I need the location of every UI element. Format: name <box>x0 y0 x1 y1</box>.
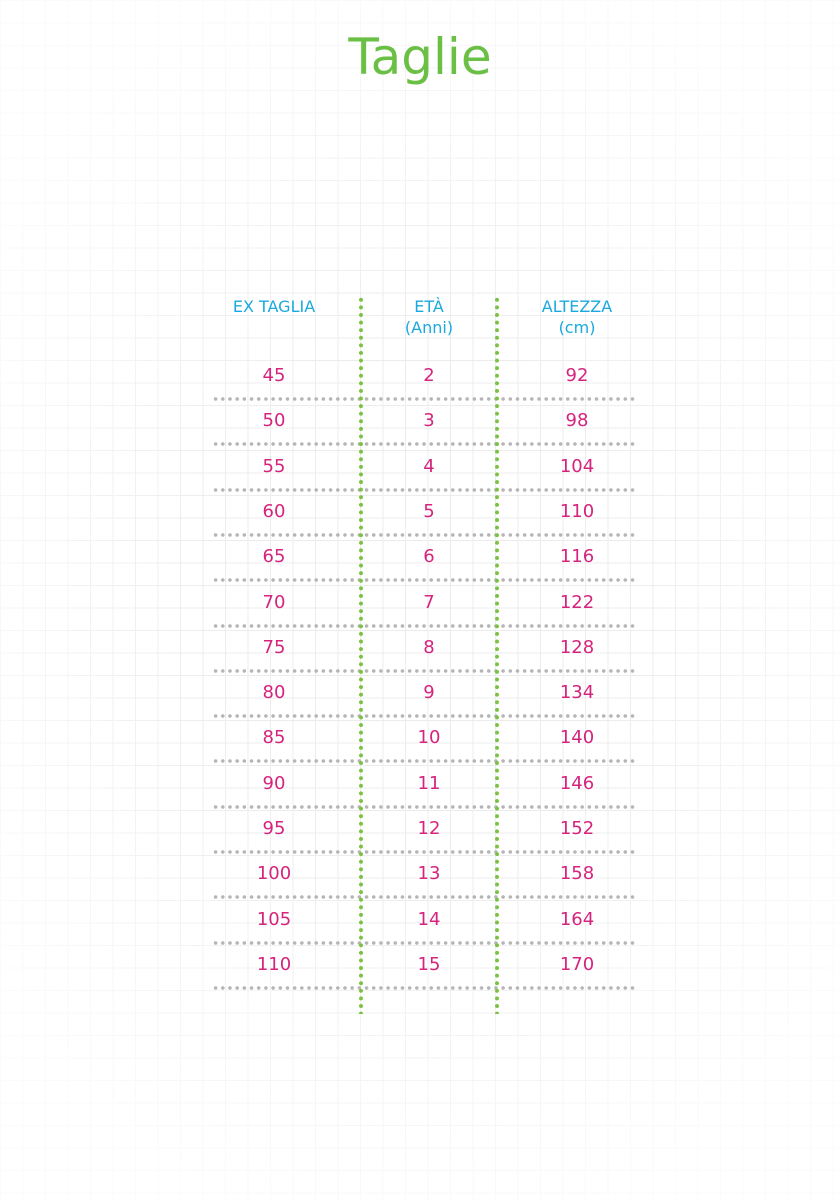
table-cell: 122 <box>559 591 595 613</box>
row-divider <box>212 668 638 673</box>
table-cell: 100 <box>256 863 292 885</box>
header-ex-taglia: EX TAGLIA <box>204 296 344 317</box>
column-divider <box>359 296 363 1014</box>
table-cell: 4 <box>423 455 435 477</box>
row-divider <box>212 850 638 854</box>
row-divider <box>212 804 638 809</box>
table-cell: 116 <box>559 546 595 568</box>
table-cell: 65 <box>262 546 286 568</box>
column-divider <box>495 296 499 1014</box>
header-line1: ALTEZZA <box>541 297 613 316</box>
header-altezza: ALTEZZA (cm) <box>507 296 647 338</box>
table-cell: 55 <box>262 455 286 477</box>
table-cell: 3 <box>423 410 435 432</box>
table-cell: 6 <box>423 546 435 568</box>
table-cell: 75 <box>262 636 286 658</box>
table-cell: 110 <box>559 500 595 522</box>
header-line2: (Anni) <box>404 318 454 337</box>
page-title: Taglie <box>348 28 492 86</box>
row-divider <box>212 487 638 492</box>
row-divider <box>212 532 638 537</box>
table-cell: 104 <box>559 455 595 477</box>
table-cell: 98 <box>565 410 589 432</box>
table-cell: 170 <box>559 953 595 975</box>
table-cell: 5 <box>423 500 435 522</box>
table-cell: 95 <box>262 818 286 839</box>
table-cell: 8 <box>423 636 435 658</box>
row-divider <box>212 940 638 945</box>
table-cell: 11 <box>417 772 441 794</box>
table-cell: 70 <box>262 591 286 613</box>
table-cell: 60 <box>262 500 286 522</box>
row-divider <box>212 895 638 900</box>
table-cell: 9 <box>423 682 435 704</box>
table-cell: 45 <box>262 365 286 386</box>
table-cell: 2 <box>423 365 435 386</box>
table-cell: 134 <box>559 682 595 704</box>
table-cell: 50 <box>262 410 286 432</box>
table-cell: 80 <box>262 682 286 704</box>
row-divider <box>212 759 638 764</box>
table-cell: 92 <box>565 365 589 386</box>
table-cell: 164 <box>559 908 595 930</box>
header-line1: EX TAGLIA <box>232 297 316 316</box>
table-cell: 85 <box>262 727 286 749</box>
table-cell: 14 <box>417 908 441 930</box>
table-cell: 110 <box>256 953 292 975</box>
row-divider <box>212 623 638 628</box>
row-divider <box>212 578 638 583</box>
table-cell: 12 <box>417 818 441 839</box>
table-cell: 90 <box>262 772 286 794</box>
table-cell: 152 <box>559 818 595 839</box>
table-cell: 140 <box>559 727 595 749</box>
table-cell: 15 <box>417 953 441 975</box>
header-line1: ETÀ <box>414 297 444 316</box>
row-divider <box>212 442 638 447</box>
header-eta: ETÀ (Anni) <box>359 296 499 338</box>
row-divider <box>212 397 638 401</box>
header-line2: (cm) <box>558 318 596 337</box>
row-divider <box>212 714 638 719</box>
table-cell: 13 <box>417 863 441 885</box>
table-cell: 158 <box>559 863 595 885</box>
table-cell: 10 <box>417 727 441 749</box>
table-cell: 7 <box>423 591 435 613</box>
row-divider <box>212 985 638 990</box>
table-cell: 128 <box>559 636 595 658</box>
table-cell: 105 <box>256 908 292 930</box>
table-cell: 146 <box>559 772 595 794</box>
